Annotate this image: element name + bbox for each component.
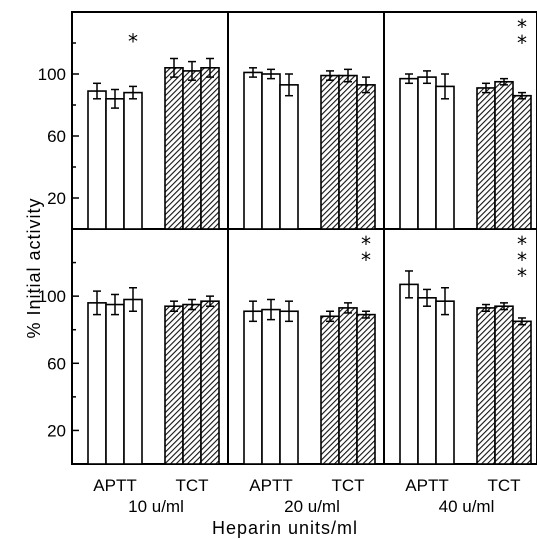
bar-aptt	[243, 71, 263, 230]
bar-tct	[164, 305, 184, 465]
bar-aptt	[417, 76, 437, 230]
bar-tct	[476, 87, 496, 230]
significance-star: *	[517, 264, 527, 288]
significance-star: *	[517, 31, 527, 55]
bar-tct	[320, 315, 340, 465]
group-label-aptt: APTT	[405, 476, 448, 495]
group-label-aptt: APTT	[93, 476, 136, 495]
bar-aptt	[123, 91, 143, 230]
bar-aptt	[417, 297, 437, 465]
concentration-label: 40 u/ml	[439, 497, 495, 516]
significance-star: *	[361, 248, 371, 272]
bar-aptt	[399, 283, 419, 465]
bars	[87, 57, 532, 465]
bar-tct	[320, 74, 340, 230]
bar-aptt	[87, 90, 107, 230]
y-tick-label: 20	[47, 421, 66, 440]
bar-tct	[356, 313, 376, 465]
bar-tct	[512, 320, 532, 465]
group-label-aptt: APTT	[249, 476, 292, 495]
outer-frame	[71, 11, 537, 465]
y-tick-label: 20	[47, 189, 66, 208]
significance-star: *	[517, 15, 527, 39]
bar-tct	[512, 94, 532, 230]
bar-aptt	[261, 73, 281, 230]
y-tick-label: 60	[47, 127, 66, 146]
bar-tct	[200, 67, 220, 230]
bar-tct	[200, 300, 220, 465]
bar-aptt	[261, 308, 281, 465]
bar-tct	[182, 303, 202, 465]
bar-aptt	[279, 84, 299, 230]
bar-tct	[338, 74, 358, 230]
bar-aptt	[87, 302, 107, 465]
group-label-tct: TCT	[487, 476, 520, 495]
y-tick-label: 100	[38, 287, 66, 306]
bar-aptt	[123, 298, 143, 465]
concentration-label: 20 u/ml	[284, 497, 340, 516]
bar-tct	[494, 305, 514, 465]
y-tick-label: 100	[38, 65, 66, 84]
group-label-tct: TCT	[175, 476, 208, 495]
bar-aptt	[105, 303, 125, 465]
y-axis-title: % Initial activity	[24, 197, 44, 338]
bar-tct	[494, 80, 514, 230]
bar-aptt	[279, 310, 299, 465]
group-label-tct: TCT	[331, 476, 364, 495]
bar-tct	[182, 70, 202, 230]
y-tick-label: 60	[47, 354, 66, 373]
bar-aptt	[105, 98, 125, 230]
bar-tct	[476, 307, 496, 465]
x-axis-title: Heparin units/ml	[212, 518, 358, 538]
bar-tct	[338, 307, 358, 465]
significance-star: *	[517, 248, 527, 272]
significance-star: *	[128, 29, 138, 53]
bar-tct	[164, 67, 184, 230]
bar-aptt	[399, 77, 419, 230]
concentration-label: 10 u/ml	[128, 497, 184, 516]
significance-star: *	[361, 232, 371, 256]
bar-aptt	[435, 300, 455, 465]
bar-aptt	[243, 310, 263, 465]
plot-frame	[71, 11, 537, 465]
bar-tct	[356, 84, 376, 230]
bar-aptt	[435, 85, 455, 230]
significance-star: *	[517, 232, 527, 256]
